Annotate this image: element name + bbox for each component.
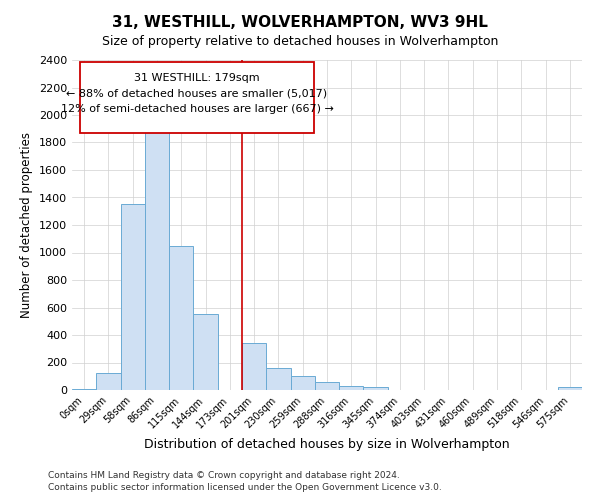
- Bar: [242, 343, 266, 390]
- Bar: [315, 382, 339, 390]
- Text: Size of property relative to detached houses in Wolverhampton: Size of property relative to detached ho…: [102, 35, 498, 48]
- Text: 31 WESTHILL: 179sqm
← 88% of detached houses are smaller (5,017)
12% of semi-det: 31 WESTHILL: 179sqm ← 88% of detached ho…: [61, 73, 334, 114]
- Bar: [266, 368, 290, 390]
- Text: Contains public sector information licensed under the Open Government Licence v3: Contains public sector information licen…: [48, 484, 442, 492]
- FancyBboxPatch shape: [80, 62, 314, 132]
- Bar: [96, 373, 121, 390]
- Bar: [558, 387, 582, 390]
- Bar: [364, 386, 388, 390]
- Bar: [169, 246, 193, 390]
- Text: 31, WESTHILL, WOLVERHAMPTON, WV3 9HL: 31, WESTHILL, WOLVERHAMPTON, WV3 9HL: [112, 15, 488, 30]
- Text: Contains HM Land Registry data © Crown copyright and database right 2024.: Contains HM Land Registry data © Crown c…: [48, 471, 400, 480]
- Bar: [339, 386, 364, 390]
- X-axis label: Distribution of detached houses by size in Wolverhampton: Distribution of detached houses by size …: [144, 438, 510, 451]
- Bar: [290, 376, 315, 390]
- Bar: [121, 204, 145, 390]
- Y-axis label: Number of detached properties: Number of detached properties: [20, 132, 34, 318]
- Bar: [193, 314, 218, 390]
- Bar: [145, 130, 169, 390]
